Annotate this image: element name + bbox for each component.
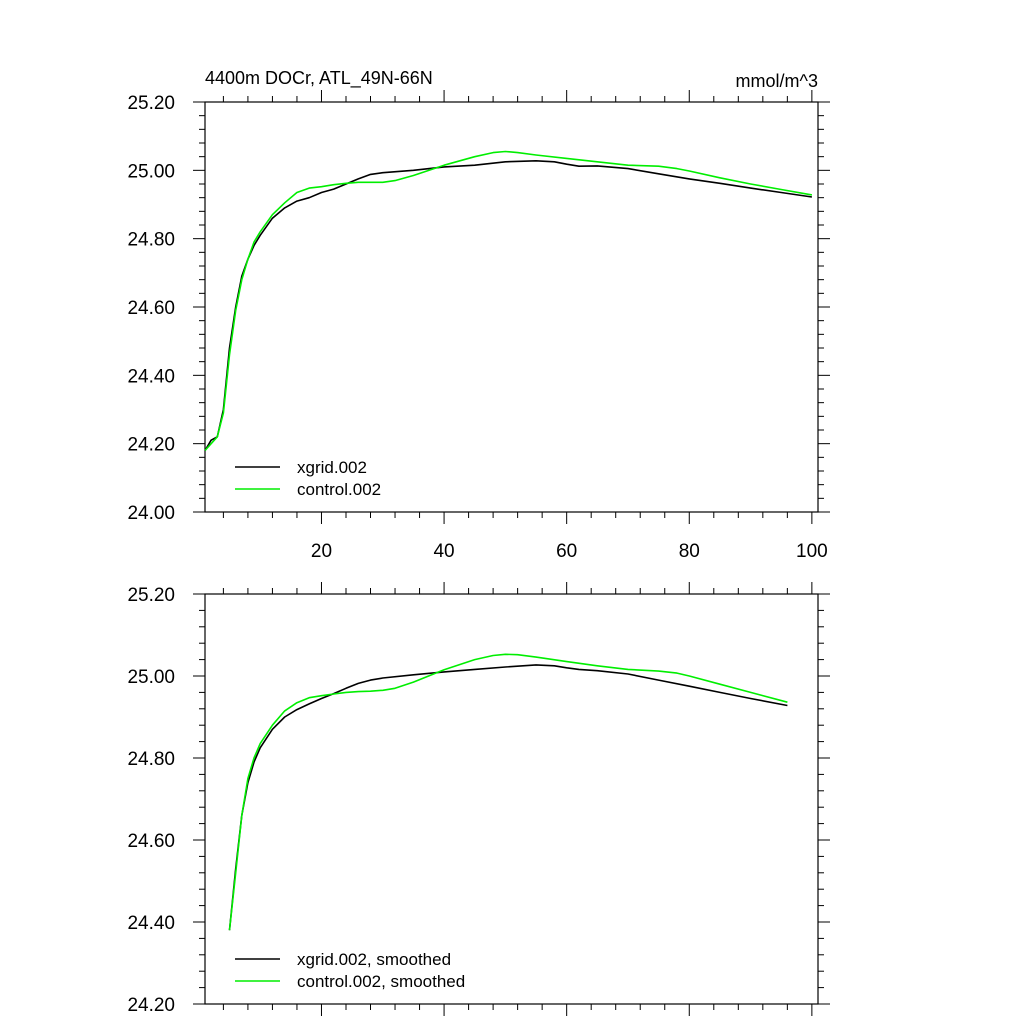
y-tick-label: 24.60 xyxy=(127,831,175,852)
plot-frame xyxy=(204,101,819,513)
y-tick-label: 25.00 xyxy=(127,667,175,688)
series-line-control xyxy=(204,150,813,452)
y-tick-label: 24.80 xyxy=(127,230,175,251)
legend-label: control.002, smoothed xyxy=(297,972,465,991)
chart-units: mmol/m^3 xyxy=(736,71,818,91)
panel-top: 24.00 24.20 24.40 24.60 24.80 25.00 25.20 20 40 6… xyxy=(127,90,830,562)
y-tick-label: 24.20 xyxy=(127,435,175,456)
legend-label: control.002 xyxy=(297,480,381,499)
y-tick-label: 24.20 xyxy=(127,995,175,1016)
series-line-xgrid xyxy=(228,664,788,931)
panel-bottom: 24.20 24.40 24.60 24.80 25.00 25.20 xgrid.002,… xyxy=(127,582,830,1016)
x-tick-label: 80 xyxy=(679,541,700,562)
chart-title: 4400m DOCr, ATL_49N-66N xyxy=(205,68,433,89)
x-tick-label: 40 xyxy=(433,541,454,562)
y-tick-label: 24.00 xyxy=(127,503,175,524)
x-tick-label: 20 xyxy=(311,541,332,562)
y-tick-label: 24.60 xyxy=(127,298,175,319)
legend-label: xgrid.002, smoothed xyxy=(297,950,451,969)
series-line-xgrid xyxy=(204,160,813,451)
series-line-control xyxy=(228,653,788,931)
plot-frame xyxy=(204,593,819,1005)
y-tick-label: 24.80 xyxy=(127,749,175,770)
y-tick-label: 25.20 xyxy=(127,93,175,114)
y-tick-label: 24.40 xyxy=(127,366,175,387)
y-tick-label: 24.40 xyxy=(127,913,175,934)
x-tick-label: 60 xyxy=(556,541,577,562)
legend-label: xgrid.002 xyxy=(297,458,367,477)
y-tick-label: 25.20 xyxy=(127,585,175,606)
x-tick-label: 100 xyxy=(796,541,828,562)
y-tick-label: 25.00 xyxy=(127,161,175,182)
